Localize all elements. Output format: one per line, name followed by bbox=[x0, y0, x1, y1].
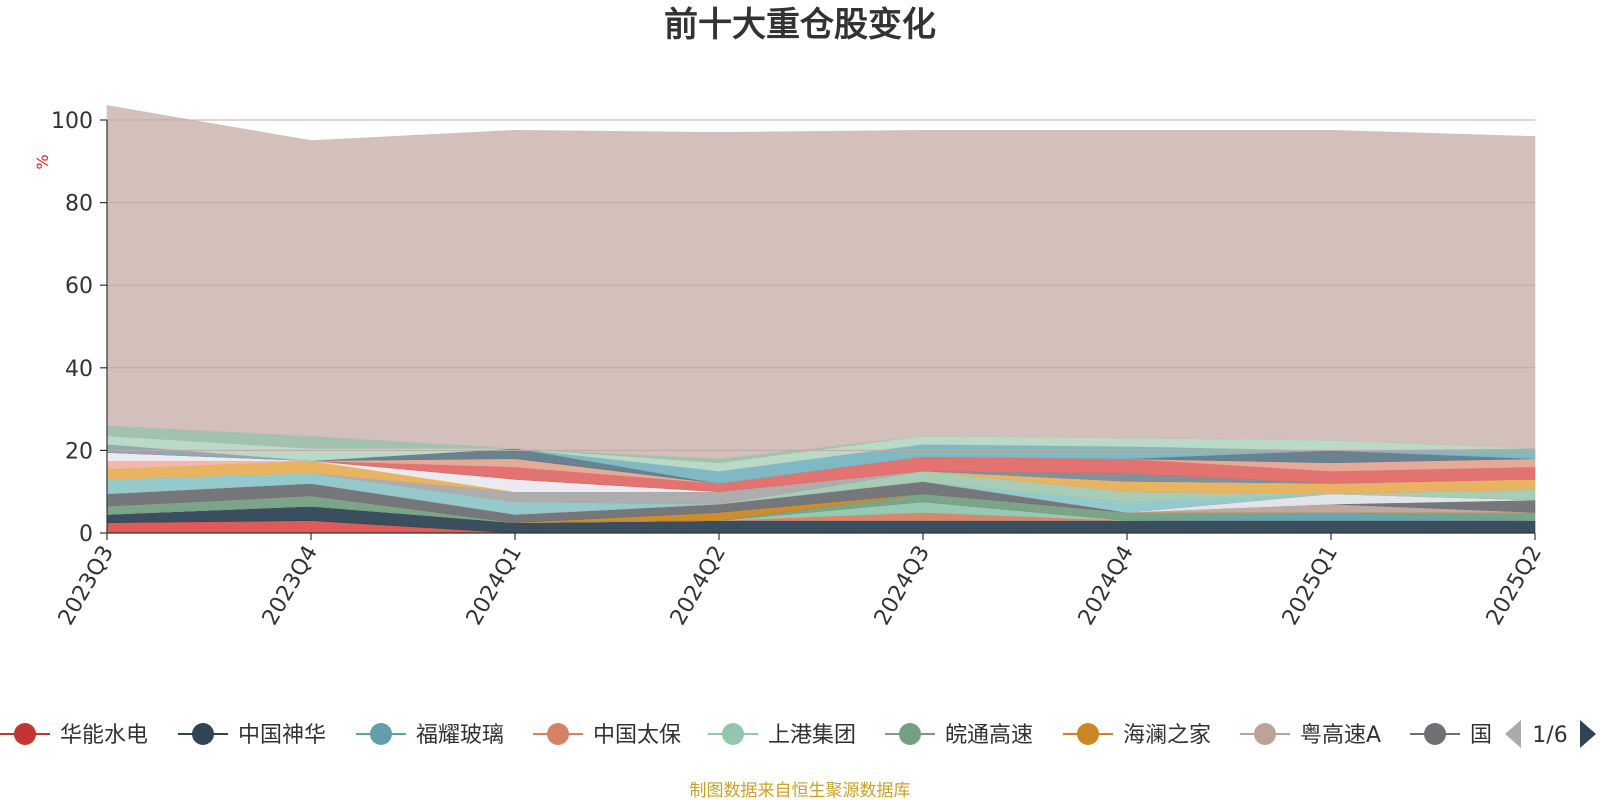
legend-marker-icon bbox=[1254, 723, 1276, 745]
legend-item[interactable]: 海澜之家 bbox=[1063, 723, 1211, 748]
area-series-25 bbox=[106, 105, 1536, 460]
x-tick-labels: 2023Q3 2023Q4 2024Q1 2024Q2 2024Q3 2024Q4 2025… bbox=[54, 542, 1547, 630]
legend-pager: 1/6 bbox=[1505, 720, 1596, 748]
legend-marker-icon bbox=[14, 723, 36, 745]
y-tick-label: 0 bbox=[79, 522, 93, 547]
axes bbox=[100, 119, 1536, 540]
legend-label: 上港集团 bbox=[768, 723, 856, 748]
legend-marker-icon bbox=[899, 723, 921, 745]
x-tick-label: 2024Q1 bbox=[462, 542, 527, 630]
source-note: 制图数据来自恒生聚源数据库 bbox=[690, 781, 911, 800]
legend-item[interactable]: 福耀玻璃 bbox=[356, 723, 504, 748]
legend-page-indicator: 1/6 bbox=[1532, 723, 1567, 748]
x-tick-label: 2023Q3 bbox=[54, 542, 119, 630]
legend-prev-icon[interactable] bbox=[1505, 720, 1521, 748]
x-tick-label: 2025Q2 bbox=[1482, 542, 1547, 630]
legend-marker-icon bbox=[1077, 723, 1099, 745]
legend-label: 中国太保 bbox=[593, 723, 681, 748]
x-tick-label: 2023Q4 bbox=[258, 542, 323, 630]
legend-marker-icon bbox=[1424, 723, 1446, 745]
legend-label: 粤高速A bbox=[1300, 723, 1381, 748]
legend-next-icon[interactable] bbox=[1580, 720, 1596, 748]
y-tick-labels: 0 20 40 60 80 100 bbox=[51, 109, 93, 547]
x-tick-label: 2024Q4 bbox=[1074, 542, 1139, 630]
legend-marker-icon bbox=[192, 723, 214, 745]
y-tick-label: 40 bbox=[65, 357, 93, 382]
legend-label: 福耀玻璃 bbox=[416, 723, 504, 748]
legend-label: 华能水电 bbox=[60, 723, 148, 748]
legend-label: 海澜之家 bbox=[1123, 723, 1211, 748]
y-tick-label: 100 bbox=[51, 109, 93, 134]
legend-item[interactable]: 中国神华 bbox=[178, 723, 326, 748]
legend-item[interactable]: 中国太保 bbox=[533, 723, 681, 748]
legend-marker-icon bbox=[370, 723, 392, 745]
legend-label: 皖通高速 bbox=[945, 723, 1033, 748]
legend-label: 中国神华 bbox=[238, 723, 326, 748]
y-axis-label: % bbox=[33, 154, 52, 169]
legend-label: 国 bbox=[1470, 723, 1492, 748]
x-tick-label: 2024Q2 bbox=[666, 542, 731, 630]
y-tick-label: 80 bbox=[65, 192, 93, 217]
legend-item[interactable]: 上港集团 bbox=[708, 723, 856, 748]
legend-marker-icon bbox=[722, 723, 744, 745]
legend-marker-icon bbox=[547, 723, 569, 745]
legend-item[interactable]: 国 bbox=[1410, 723, 1492, 748]
legend-item[interactable]: 粤高速A bbox=[1240, 723, 1381, 748]
legend: 华能水电 中国神华 福耀玻璃 中国太保 上港集团 皖通高速 海澜之家 粤高速A 国 bbox=[0, 723, 1492, 748]
area-layers bbox=[106, 105, 1536, 534]
grid-lines bbox=[107, 119, 1535, 451]
x-tick-label: 2025Q1 bbox=[1278, 542, 1343, 630]
legend-item[interactable]: 皖通高速 bbox=[885, 723, 1033, 748]
y-tick-label: 20 bbox=[65, 439, 93, 464]
legend-item[interactable]: 华能水电 bbox=[0, 723, 148, 748]
x-tick-label: 2024Q3 bbox=[870, 542, 935, 630]
y-tick-label: 60 bbox=[65, 274, 93, 299]
chart-title: 前十大重仓股变化 bbox=[664, 5, 936, 45]
